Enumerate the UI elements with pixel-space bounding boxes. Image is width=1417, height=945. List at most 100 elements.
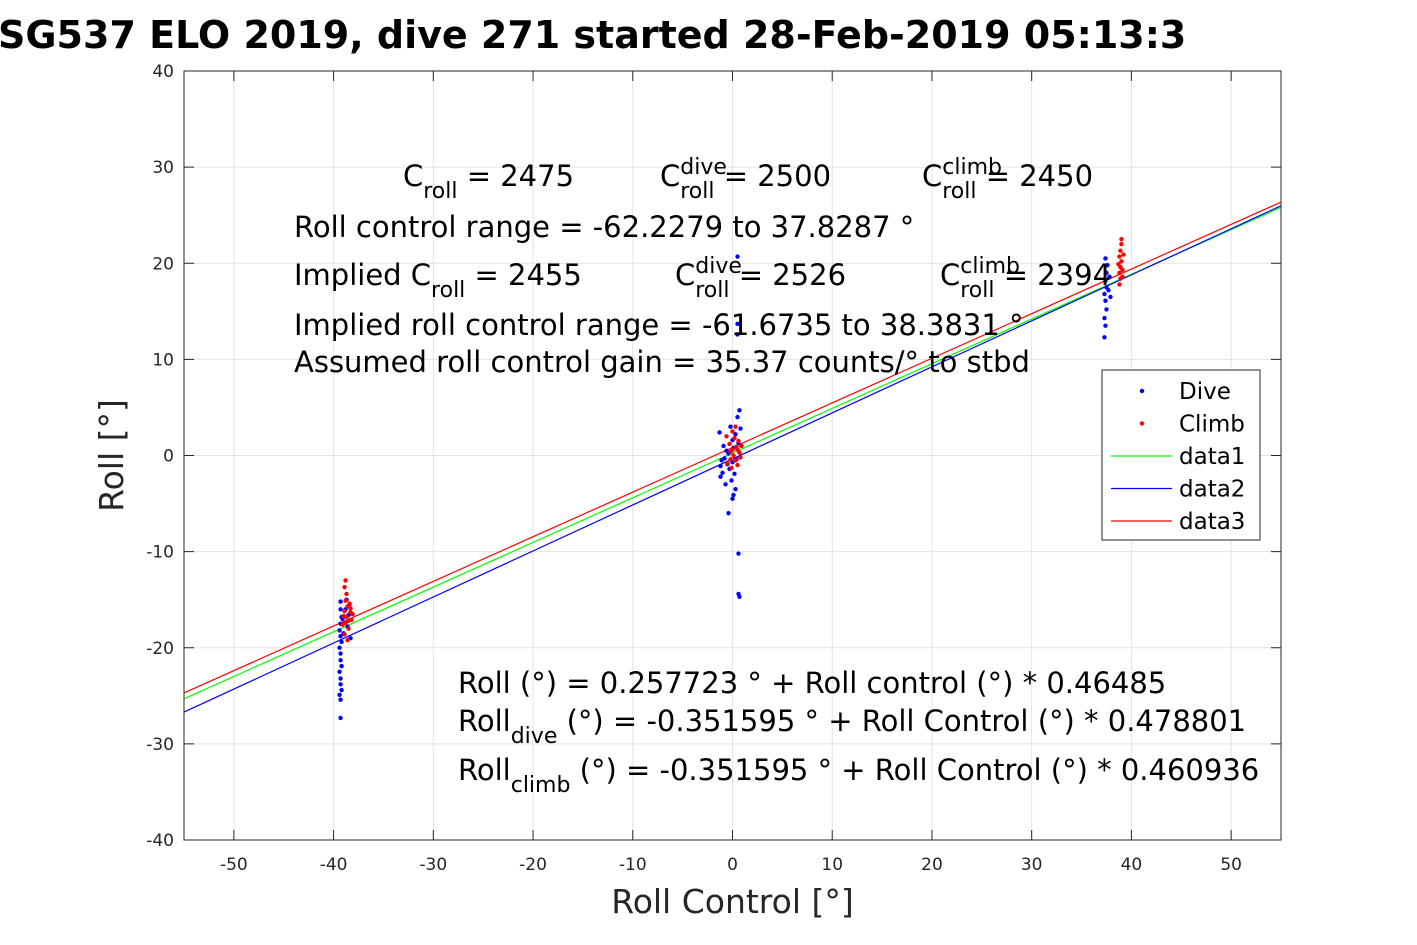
dive-point [722,456,727,461]
dive-point [338,676,343,681]
dive-point [737,594,742,600]
annotation-segment: Roll control range = -62.2279 to 37.8287… [294,210,914,244]
calibration-annotation: Cdive roll = 2526 [675,254,846,303]
dive-point [337,692,342,698]
legend-marker [1139,388,1145,394]
annotation-segment: Implied C [294,258,431,292]
annotation-segment: C [403,159,423,193]
y-tick-label: -10 [146,543,174,563]
annotation-segment: C [660,159,680,193]
climb-point [347,601,352,606]
dive-point [735,332,740,337]
annotation-segment: dive [511,724,558,749]
annotation-segment: = 2394 [995,258,1112,292]
dive-point [338,715,343,721]
annotation-segment: C [922,159,942,193]
annotation-segment: (°) = -0.351595 ° + Roll Control (°) * 0… [557,704,1246,738]
climb-point [1117,270,1122,276]
dive-point [731,492,736,498]
y-tick-label: 40 [152,62,174,82]
dive-point [337,628,342,633]
climb-point [1121,252,1126,257]
annotation-segment: roll [942,179,976,204]
legend-label: Dive [1179,379,1231,405]
dive-point [337,669,342,674]
dive-point [338,658,343,663]
annotation-segment: climb [942,155,1002,180]
x-tick-label: 0 [727,855,738,875]
climb-point [1118,248,1123,253]
dive-point [1102,335,1107,340]
annotation-segment: Roll (°) = 0.257723 ° + Roll control (°)… [458,666,1166,700]
dive-point [1104,307,1109,312]
climb-point [342,584,347,590]
y-tick-label: 10 [152,350,174,370]
annotation-segment: roll [431,278,465,303]
chart-title: SG537 ELO 2019, dive 271 started 28-Feb-… [0,13,1186,57]
x-tick-label: 20 [921,855,943,875]
climb-point [346,626,351,631]
annotation-segment: Assumed roll control gain = 35.37 counts… [294,345,1030,379]
dive-point [1102,315,1107,321]
annotation-segment: = 2450 [977,159,1094,193]
climb-point [733,458,738,463]
calibration-annotation: Implied roll control range = -61.6735 to… [294,308,1024,342]
annotation-segment: roll [695,278,729,303]
climb-point [728,457,733,462]
y-tick-label: 20 [152,254,174,274]
dive-point [721,443,726,449]
dive-point [720,470,725,476]
climb-point [739,443,744,449]
dive-point [338,634,343,639]
dive-point [1103,278,1108,283]
dive-point [733,486,738,492]
climb-point [344,591,349,597]
legend-label: data2 [1179,477,1245,503]
dive-point [339,687,344,693]
climb-point [1119,237,1124,242]
climb-point [731,453,736,458]
dive-point [1108,294,1113,300]
annotation-segment: Roll [458,753,511,787]
dive-point [338,599,343,604]
x-tick-label: -30 [419,855,447,875]
dive-point [338,682,343,687]
climb-point [736,438,741,444]
climb-point [727,441,732,447]
dive-point [732,471,737,476]
x-tick-label: -20 [519,855,547,875]
climb-point [730,429,735,434]
climb-point [1117,282,1122,287]
annotation-segment: roll [680,179,714,204]
dive-point [735,321,740,327]
dive-point [728,424,733,429]
dive-point [1107,274,1112,279]
climb-point [1119,241,1124,247]
y-axis-label: Roll [°] [92,399,131,512]
x-tick-label: -50 [220,855,248,875]
regression-annotation: Rolldive (°) = -0.351595 ° + Roll Contro… [458,704,1246,749]
annotation-segment: dive [695,254,742,279]
dive-point [738,426,743,431]
dive-point [338,651,343,656]
y-tick-label: -20 [146,639,174,659]
annotation-segment: Roll [458,704,511,738]
climb-point [1120,267,1125,273]
annotation-segment: = 2500 [715,159,832,193]
dive-point [730,496,735,501]
annotation-segment: climb [960,254,1020,279]
x-tick-label: 40 [1121,855,1143,875]
dive-point [1106,287,1111,293]
dive-point [1103,323,1108,328]
annotation-segment: = 2455 [465,258,582,292]
dive-point [337,645,342,650]
fit-line-data1 [183,206,1282,700]
plot-frame [183,70,1282,841]
dive-point [733,432,738,437]
dive-point [717,430,722,435]
annotation-segment: dive [680,155,727,180]
regression-annotation: Rollclimb (°) = -0.351595 ° + Roll Contr… [458,753,1259,798]
annotation-segment: = 2526 [730,258,847,292]
calibration-annotation: Cdive roll = 2500 [660,155,831,204]
annotation-segment: roll [423,179,457,204]
